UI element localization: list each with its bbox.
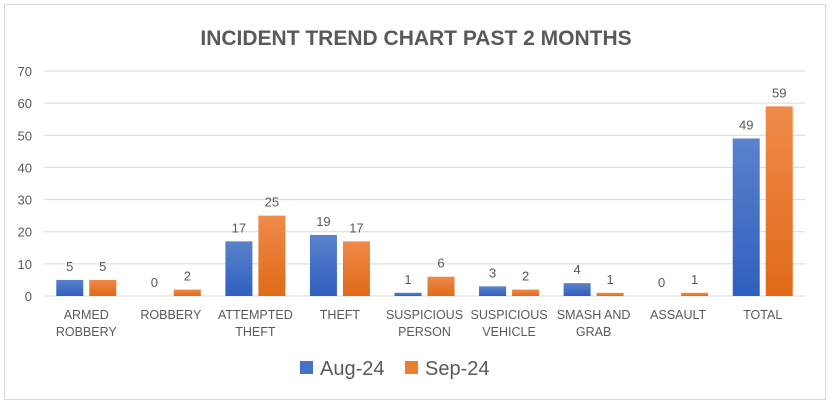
x-tick-label: SMASH AND GRAB (557, 308, 631, 339)
x-tick-label-line: VEHICLE (482, 325, 536, 339)
bar-sep-24 (173, 289, 201, 296)
y-tick-label: 10 (18, 257, 32, 272)
x-tick-label: ARMED ROBBERY (56, 308, 118, 339)
bar-aug-24 (732, 138, 760, 296)
x-tick-label: SUSPICIOUS VEHICLE (471, 308, 548, 339)
data-label: 0 (151, 275, 158, 290)
legend-swatch-aug-24 (300, 361, 313, 374)
bar-sep-24 (512, 289, 540, 296)
x-tick-label-line: SUSPICIOUS (471, 308, 548, 322)
bar-aug-24 (479, 286, 507, 296)
data-label: 1 (404, 272, 411, 287)
data-label: 5 (66, 259, 73, 274)
legend-label: Aug-24 (320, 358, 385, 380)
x-tick-label-line: ATTEMPTED (218, 308, 293, 322)
data-label: 1 (606, 272, 613, 287)
chart-title: INCIDENT TREND CHART PAST 2 MONTHS (200, 27, 631, 50)
bar-sep-24 (765, 106, 793, 296)
bar-sep-24 (342, 241, 370, 296)
data-label: 59 (772, 85, 786, 100)
x-tick-label: ASSAULT (650, 308, 706, 322)
y-tick-label: 30 (18, 193, 32, 208)
data-label: 25 (265, 195, 279, 210)
data-label: 17 (349, 220, 363, 235)
data-label: 1 (691, 272, 698, 287)
bar-aug-24 (56, 279, 84, 296)
y-tick-label: 40 (18, 160, 32, 175)
data-label: 2 (522, 269, 529, 284)
chart-frame (4, 4, 826, 400)
legend-label: Sep-24 (425, 358, 490, 380)
y-tick-label: 60 (18, 96, 32, 111)
data-label: 49 (739, 118, 753, 133)
x-tick-label-line: SMASH AND (557, 308, 631, 322)
data-label: 6 (437, 256, 444, 271)
data-label: 19 (316, 214, 330, 229)
y-tick-label: 50 (18, 128, 32, 143)
bar-sep-24 (596, 292, 624, 296)
x-tick-label-line: TOTAL (743, 308, 782, 322)
y-tick-label: 0 (25, 289, 32, 304)
bar-sep-24 (681, 292, 709, 296)
data-label: 5 (99, 259, 106, 274)
x-tick-label-line: ARMED (64, 308, 109, 322)
x-tick-label-line: GRAB (576, 325, 611, 339)
x-tick-label-line: PERSON (398, 325, 451, 339)
y-tick-label: 20 (18, 225, 32, 240)
x-tick-label: ROBBERY (140, 308, 202, 322)
x-tick-label: TOTAL (743, 308, 782, 322)
x-tick-label: SUSPICIOUS PERSON (386, 308, 463, 339)
data-label: 2 (184, 269, 191, 284)
bar-sep-24 (427, 276, 455, 296)
y-tick-label: 70 (18, 64, 32, 79)
x-tick-label-line: ROBBERY (56, 325, 118, 339)
bar-sep-24 (89, 279, 117, 296)
data-label: 0 (658, 275, 665, 290)
data-label: 4 (573, 262, 580, 277)
x-tick-label-line: SUSPICIOUS (386, 308, 463, 322)
x-tick-label-line: THEFT (320, 308, 361, 322)
data-label: 17 (232, 220, 246, 235)
bar-aug-24 (563, 283, 591, 296)
bar-aug-24 (394, 292, 422, 296)
bar-sep-24 (258, 215, 286, 296)
x-tick-label-line: ASSAULT (650, 308, 706, 322)
data-label: 3 (489, 265, 496, 280)
legend-swatch-sep-24 (405, 361, 418, 374)
x-tick-label: THEFT (320, 308, 361, 322)
x-tick-label: ATTEMPTED THEFT (218, 308, 293, 339)
bar-aug-24 (309, 234, 337, 296)
bar-aug-24 (225, 241, 253, 296)
x-tick-label-line: ROBBERY (140, 308, 202, 322)
x-tick-label-line: THEFT (235, 325, 276, 339)
